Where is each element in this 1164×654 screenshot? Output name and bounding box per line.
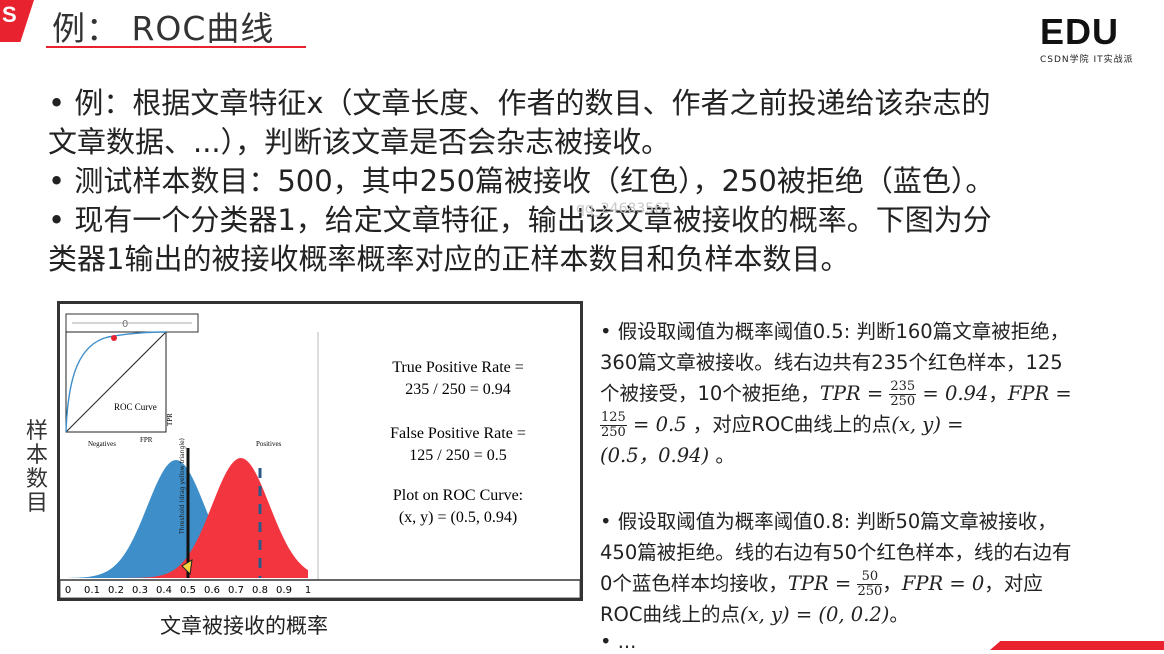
- brand-corner-mark: S: [0, 0, 34, 42]
- text-line: 450篇被拒绝。线的右边有50个红色样本，线的右边有: [600, 541, 1072, 564]
- x-tick-label: 0.4: [156, 585, 172, 596]
- x-tick-label: 0.3: [132, 585, 148, 596]
- roc-demo-figure: 0 ROC Curve FPR TPR Negatives Positives …: [57, 301, 583, 601]
- text-line: 个被接受，10个被拒绝，TPR = 235 250 = 0.94，FPR =: [600, 379, 1072, 409]
- text-line: • 假设取阈值为概率阈值0.5: 判断160篇文章被拒绝，: [600, 320, 1070, 343]
- x-tick-label: 0.5: [180, 585, 196, 596]
- slide-title: 例： ROC曲线: [52, 9, 275, 48]
- tpr-fraction: 235 250: [889, 379, 917, 409]
- slider-value: 0: [122, 319, 128, 330]
- text-line: • 假设取阈值为概率阈值0.8: 判断50篇文章被接收，: [600, 510, 1057, 533]
- bullet-line: • 测试样本数目：500，其中250篇被接收（红色），250被拒绝（蓝色）。: [48, 164, 995, 198]
- positives-label: Positives: [256, 440, 282, 448]
- watermark: qq_24683561: [576, 201, 673, 217]
- threshold-label: Threshold (drag yellow triangle): [179, 438, 186, 535]
- roc-demo-svg: 0 ROC Curve FPR TPR Negatives Positives …: [59, 313, 581, 599]
- x-tick-label: 0: [65, 585, 71, 596]
- x-tick-label: 0.7: [228, 585, 244, 596]
- bullet-list: • 例：根据文章特征x（文章长度、作者的数目、作者之前投递给该杂志的 文章数据、…: [48, 84, 1148, 279]
- logo-text: EDU: [1040, 11, 1120, 52]
- x-tick-label: 0.1: [84, 585, 100, 596]
- tpr-line2: 235 / 250 = 0.94: [405, 381, 510, 398]
- fpr-fraction: 125 250: [600, 410, 627, 440]
- x-axis-label: 文章被接收的概率: [160, 614, 328, 638]
- fpr-formula: FPR =: [1007, 382, 1072, 405]
- roc-curve: [65, 331, 167, 433]
- text-line: • ...: [600, 630, 637, 653]
- text-line: 360篇文章被接收。线右边共有235个红色样本，125: [600, 351, 1063, 374]
- x-tick-label: 0.8: [252, 585, 268, 596]
- bullet-line: 类器1输出的被接收概率概率对应的正样本数目和负样本数目。: [48, 242, 850, 276]
- text-line: 125 250 = 0.5 ，对应ROC曲线上的点(x, y) =: [600, 410, 964, 440]
- fpr-line1: False Positive Rate =: [390, 425, 526, 442]
- threshold-08-explanation: • 假设取阈值为概率阈值0.8: 判断50篇文章被接收， 450篇被拒绝。线的右…: [600, 506, 1156, 654]
- negatives-label: Negatives: [88, 440, 116, 448]
- plot-line1: Plot on ROC Curve:: [393, 487, 523, 504]
- x-axis-ticks: 0 0.1 0.2 0.3 0.4 0.5 0.6 0.7 0.8 0.9 1: [65, 585, 311, 596]
- bullet-line: • 现有一个分类器1，给定文章特征，输出该文章被接收的概率。下图为分: [48, 203, 992, 237]
- tpr-line1: True Positive Rate =: [392, 359, 524, 376]
- x-tick-label: 0.6: [204, 585, 220, 596]
- x-tick-label: 0.2: [108, 585, 124, 596]
- roc-curve-label: ROC Curve: [114, 402, 157, 412]
- plot-line2: (x, y) = (0.5, 0.94): [399, 509, 517, 526]
- logo-subtitle: CSDN学院 IT实战派: [1040, 55, 1134, 65]
- roc-point: [111, 335, 117, 341]
- roc-inset-frame: [65, 331, 167, 433]
- positives-distribution: [68, 458, 308, 578]
- bullet-line: 文章数据、...），判断该文章是否会杂志被接收。: [48, 125, 671, 159]
- roc-diagonal: [65, 331, 167, 433]
- y-axis-label: 样本数目: [25, 419, 48, 516]
- fpr-line2: 125 / 250 = 0.5: [409, 447, 506, 464]
- tpr-formula: TPR =: [819, 382, 890, 405]
- roc-tpr-label: TPR: [166, 413, 174, 426]
- x-tick-label: 1: [305, 585, 311, 596]
- threshold-05-explanation: • 假设取阈值为概率阈值0.5: 判断160篇文章被拒绝， 360篇文章被接收。…: [600, 316, 1156, 471]
- text-line: ROC曲线上的点(x, y) = (0, 0.2)。: [600, 603, 909, 626]
- edu-logo: EDU CSDN学院 IT实战派: [1040, 11, 1152, 66]
- threshold-handle-icon[interactable]: [181, 559, 193, 576]
- text-line: (0.5，0.94) 。: [600, 444, 735, 467]
- title-underline: [46, 46, 306, 48]
- tpr-fraction: 50 250: [857, 569, 883, 599]
- text-line: 0个蓝色样本均接收，TPR = 50 250 ，FPR = 0，对应: [600, 569, 1043, 599]
- bullet-line: • 例：根据文章特征x（文章长度、作者的数目、作者之前投递给该杂志的: [48, 86, 991, 120]
- footer-accent-bar: [990, 641, 1164, 650]
- roc-fpr-label: FPR: [140, 436, 153, 444]
- x-tick-label: 0.9: [276, 585, 292, 596]
